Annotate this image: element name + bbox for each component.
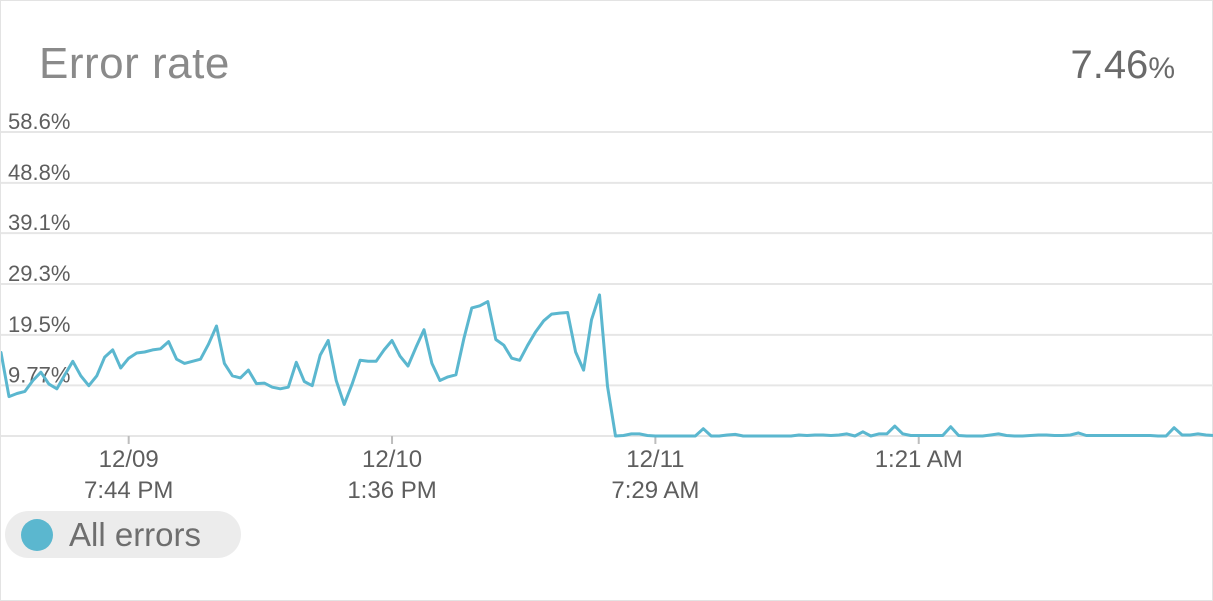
- y-tick-label: 29.3%: [8, 261, 70, 286]
- x-tick-label-time: 1:36 PM: [347, 477, 436, 504]
- legend-item-all-errors[interactable]: All errors: [5, 511, 241, 558]
- y-tick-label: 48.8%: [8, 160, 70, 185]
- x-tick-label-date: 12/10: [362, 446, 422, 473]
- x-tick-label-time: 7:29 AM: [611, 477, 699, 504]
- circle-swatch-icon: [21, 518, 53, 551]
- y-tick-label: 19.5%: [8, 312, 70, 337]
- chart-title: Error rate: [39, 39, 230, 88]
- current-value-number: 7.46: [1070, 43, 1149, 87]
- x-tick-label-time: 1:21 AM: [875, 446, 963, 473]
- y-tick-label: 58.6%: [8, 109, 70, 134]
- error-rate-line-chart: 58.6%48.8%39.1%29.3%19.5%9.77% 12/097:44…: [1, 109, 1213, 504]
- y-tick-label: 39.1%: [8, 210, 70, 235]
- x-tick-label-time: 7:44 PM: [84, 477, 173, 504]
- current-value: 7.46%: [1070, 43, 1175, 88]
- x-tick-label-date: 12/11: [626, 446, 684, 473]
- x-tick-label-date: 12/09: [99, 446, 159, 473]
- legend-label: All errors: [69, 515, 202, 553]
- series-line-all-errors: [1, 293, 1213, 438]
- current-value-unit: %: [1148, 52, 1175, 85]
